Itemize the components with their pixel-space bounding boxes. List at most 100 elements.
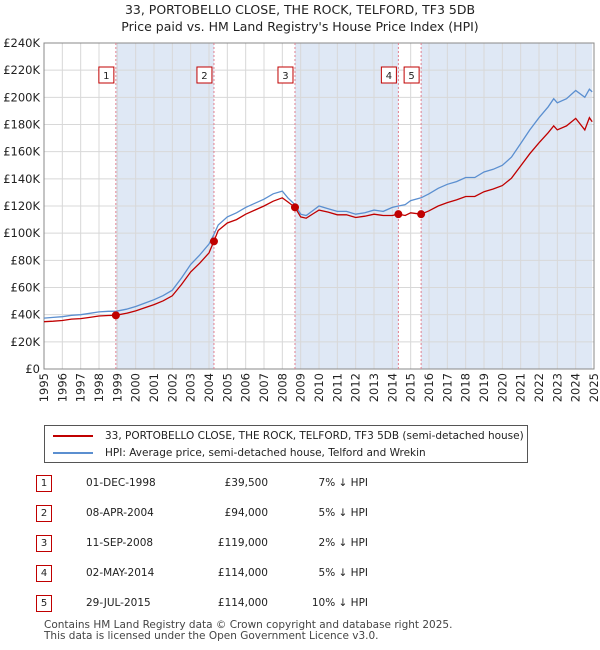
chart-title: 33, PORTOBELLO CLOSE, THE ROCK, TELFORD,… bbox=[124, 2, 476, 17]
y-tick-label: £120K bbox=[3, 199, 40, 213]
x-tick-label: 2014 bbox=[385, 373, 399, 402]
legend-item-hpi: HPI: Average price, semi-detached house,… bbox=[53, 445, 426, 461]
hpi-line bbox=[43, 88, 593, 319]
price-chart: £0 £20K £40K £60K £80K £100K £120K £140K £160K £1… bbox=[3, 36, 600, 402]
x-tick-label: 2007 bbox=[257, 373, 271, 402]
y-tick-label: £180K bbox=[3, 118, 40, 132]
x-tick-label: 2002 bbox=[165, 373, 179, 402]
y-tick-label: £240K bbox=[3, 36, 40, 50]
x-tick-label: 2016 bbox=[422, 373, 436, 402]
sale-diff: 7% ↓ HPI bbox=[318, 477, 368, 489]
sales-table: 1 01-DEC-1998 £39,500 7% ↓ HPI 2 08-APR-… bbox=[36, 468, 368, 618]
table-row: 3 11-SEP-2008 £119,000 2% ↓ HPI bbox=[36, 528, 368, 558]
x-tick-label: 2011 bbox=[330, 373, 344, 402]
x-tick-label: 2022 bbox=[532, 373, 546, 402]
legend-label-hpi: HPI: Average price, semi-detached house,… bbox=[105, 447, 426, 459]
x-tick-label: 2019 bbox=[477, 373, 491, 402]
table-row: 4 02-MAY-2014 £114,000 5% ↓ HPI bbox=[36, 558, 368, 588]
x-tick-label: 1999 bbox=[110, 373, 124, 402]
table-row: 5 29-JUL-2015 £114,000 10% ↓ HPI bbox=[36, 588, 368, 618]
sale-price: £39,500 bbox=[224, 477, 268, 489]
y-tick-label: £100K bbox=[3, 226, 40, 240]
sale-price: £114,000 bbox=[217, 597, 268, 609]
legend-label-property: 33, PORTOBELLO CLOSE, THE ROCK, TELFORD,… bbox=[105, 430, 524, 442]
y-tick-label: £20K bbox=[11, 335, 41, 349]
sale-diff: 2% ↓ HPI bbox=[318, 537, 368, 549]
sale-price: £114,000 bbox=[217, 567, 268, 579]
sale-date: 29-JUL-2015 bbox=[86, 597, 151, 609]
y-tick-label: £200K bbox=[3, 90, 40, 104]
x-tick-label: 1996 bbox=[55, 373, 69, 402]
sale-point bbox=[417, 210, 426, 219]
y-tick-label: £220K bbox=[3, 63, 40, 77]
chart-subtitle: Price paid vs. HM Land Registry's House … bbox=[121, 19, 479, 34]
sale-point bbox=[111, 311, 120, 320]
x-tick-label: 2004 bbox=[202, 373, 216, 402]
sale-label-text: 4 bbox=[386, 71, 392, 82]
sale-marker-label: 2 bbox=[36, 504, 52, 522]
sale-date: 01-DEC-1998 bbox=[86, 477, 156, 489]
x-tick-label: 2009 bbox=[294, 373, 308, 402]
x-tick-label: 2001 bbox=[147, 373, 161, 402]
y-tick-label: £40K bbox=[11, 308, 41, 322]
x-tick-label: 2000 bbox=[129, 373, 143, 402]
sale-label-box bbox=[380, 66, 397, 84]
property-line bbox=[43, 116, 593, 323]
sale-label-box bbox=[403, 66, 420, 84]
sale-label-box bbox=[196, 66, 213, 84]
sale-label-box bbox=[277, 66, 294, 84]
sale-label-text: 1 bbox=[103, 71, 109, 82]
table-row: 2 08-APR-2004 £94,000 5% ↓ HPI bbox=[36, 498, 368, 528]
legend-item-property: 33, PORTOBELLO CLOSE, THE ROCK, TELFORD,… bbox=[53, 428, 524, 444]
sale-label-box bbox=[98, 66, 115, 84]
sale-date: 02-MAY-2014 bbox=[86, 567, 155, 579]
x-tick-label: 1998 bbox=[92, 373, 106, 402]
sale-diff: 10% ↓ HPI bbox=[311, 597, 368, 609]
sale-price: £94,000 bbox=[224, 507, 268, 519]
x-tick-label: 2003 bbox=[184, 373, 198, 402]
sale-label-text: 3 bbox=[282, 71, 288, 82]
sale-marker-label: 1 bbox=[36, 474, 52, 492]
plot-border bbox=[43, 42, 595, 370]
x-tick-label: 2018 bbox=[459, 373, 473, 402]
y-tick-label: £0 bbox=[25, 362, 40, 376]
sale-point bbox=[394, 210, 403, 219]
legend-swatch-hpi bbox=[53, 452, 93, 454]
x-tick-label: 2025 bbox=[587, 373, 600, 402]
sale-marker-label: 3 bbox=[36, 534, 52, 552]
y-tick-label: £60K bbox=[11, 281, 41, 295]
sale-diff: 5% ↓ HPI bbox=[318, 507, 368, 519]
x-tick-label: 2013 bbox=[367, 373, 381, 402]
sale-marker-label: 4 bbox=[36, 564, 52, 582]
x-tick-label: 2005 bbox=[220, 373, 234, 402]
x-tick-label: 2015 bbox=[404, 373, 418, 402]
x-tick-label: 2012 bbox=[349, 373, 363, 402]
sale-date: 11-SEP-2008 bbox=[86, 537, 154, 549]
sale-diff: 5% ↓ HPI bbox=[318, 567, 368, 579]
x-tick-label: 1995 bbox=[37, 373, 51, 402]
footer: Contains HM Land Registry data © Crown c… bbox=[44, 620, 452, 642]
x-tick-label: 2017 bbox=[440, 373, 454, 402]
y-tick-label: £80K bbox=[11, 253, 41, 267]
y-tick-label: £160K bbox=[3, 145, 40, 159]
x-tick-label: 2008 bbox=[275, 373, 289, 402]
sale-point bbox=[209, 237, 218, 246]
sale-date: 08-APR-2004 bbox=[86, 507, 154, 519]
table-row: 1 01-DEC-1998 £39,500 7% ↓ HPI bbox=[36, 468, 368, 498]
footer-licence: This data is licensed under the Open Gov… bbox=[44, 630, 379, 642]
sale-price: £119,000 bbox=[217, 537, 268, 549]
footer-copyright: Contains HM Land Registry data © Crown c… bbox=[44, 619, 453, 631]
sale-label-text: 2 bbox=[201, 71, 207, 82]
x-tick-label: 2020 bbox=[495, 373, 509, 402]
x-tick-label: 2024 bbox=[569, 373, 583, 402]
sale-marker-label: 5 bbox=[36, 594, 52, 612]
sale-label-text: 5 bbox=[408, 71, 414, 82]
legend-swatch-property bbox=[53, 435, 93, 437]
x-tick-label: 2010 bbox=[312, 373, 326, 402]
x-tick-label: 2021 bbox=[514, 373, 528, 402]
x-tick-label: 1997 bbox=[74, 373, 88, 402]
y-tick-label: £140K bbox=[3, 172, 40, 186]
legend: 33, PORTOBELLO CLOSE, THE ROCK, TELFORD,… bbox=[44, 425, 528, 463]
x-tick-label: 2023 bbox=[550, 373, 564, 402]
sale-point bbox=[290, 203, 299, 212]
